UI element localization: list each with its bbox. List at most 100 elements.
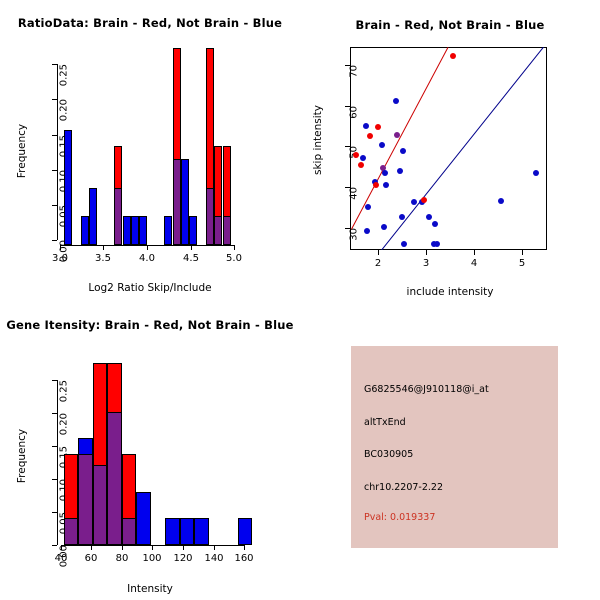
scatter-point (352, 151, 359, 158)
gene-hist-y-tick (52, 545, 57, 546)
ratio-hist-x-tick-label: 3.5 (95, 253, 111, 264)
histogram-bar (130, 216, 140, 245)
histogram-bar (165, 518, 180, 545)
info-probe-id: G6825546@J910118@i_at (364, 384, 489, 395)
scatter-y-tick (345, 187, 350, 188)
scatter-point (498, 197, 505, 204)
gene-hist-x-tick (214, 545, 215, 550)
histogram-bar (237, 518, 253, 545)
histogram-bar (179, 518, 195, 545)
histogram-bar (189, 216, 198, 245)
histogram-bar-overlap (78, 453, 93, 545)
panel-gene-intensity-histogram: Gene Itensity: Brain - Red, Not Brain - … (0, 300, 300, 600)
scatter-point (380, 164, 387, 171)
gene-hist-y-axis (57, 380, 58, 545)
scatter-point (421, 197, 428, 204)
ratio-hist-x-tick (191, 245, 192, 250)
scatter-point (382, 169, 389, 176)
scatter-x-tick-label: 4 (470, 258, 478, 269)
ratio-hist-y-tick (52, 205, 57, 206)
gene-hist-y-tick (52, 413, 57, 414)
scatter-point (433, 241, 440, 248)
histogram-bar-overlap (172, 158, 181, 245)
scatter-point (392, 98, 399, 105)
scatter-x-tick (378, 250, 379, 255)
scatter-data-layer (350, 47, 547, 250)
scatter-point (365, 203, 372, 210)
ratio-hist-y-tick (52, 64, 57, 65)
histogram-bar-overlap (63, 518, 79, 545)
ratio-hist-x-tick-label: 4.0 (139, 253, 155, 264)
scatter-point (450, 53, 457, 60)
panel-ratio-histogram: RatioData: Brain - Red, Not Brain - Blue… (0, 0, 300, 300)
scatter-point (358, 162, 365, 169)
histogram-bar (194, 518, 209, 545)
scatter-x-tick (474, 250, 475, 255)
scatter-point (379, 141, 386, 148)
scatter-point (380, 224, 387, 231)
ratio-hist-x-tick (103, 245, 104, 250)
scatter-title: Brain - Red, Not Brain - Blue (355, 18, 545, 32)
scatter-point (400, 240, 407, 247)
gene-hist-title: Gene Itensity: Brain - Red, Not Brain - … (6, 318, 294, 332)
gene-hist-y-tick (52, 446, 57, 447)
scatter-y-tick (345, 106, 350, 107)
gene-hist-x-tick (152, 545, 153, 550)
info-event-type: altTxEnd (364, 417, 406, 428)
scatter-point (359, 155, 366, 162)
histogram-bar (64, 129, 73, 245)
gene-hist-x-tick-label: 140 (204, 553, 224, 564)
scatter-point (383, 182, 390, 189)
ratio-hist-y-tick (52, 135, 57, 136)
gene-hist-x-tick (183, 545, 184, 550)
gene-hist-x-tick-label: 40 (54, 553, 68, 564)
gene-hist-x-tick (244, 545, 245, 550)
info-locus: chr10.2207-2.22 (364, 482, 444, 493)
gene-hist-y-tick (52, 479, 57, 480)
histogram-bar (180, 158, 190, 245)
scatter-y-axis-label: skip intensity (312, 105, 324, 175)
histogram-bar-overlap (205, 187, 215, 245)
scatter-y-tick (345, 146, 350, 147)
scatter-point (532, 170, 539, 177)
ratio-hist-bars (0, 0, 300, 300)
histogram-bar-overlap (92, 465, 108, 545)
scatter-point (432, 221, 439, 228)
scatter-point (363, 227, 370, 234)
gene-hist-x-tick (91, 545, 92, 550)
gene-hist-x-tick-label: 160 (234, 553, 254, 564)
scatter-y-tick (345, 65, 350, 66)
histogram-bar-overlap (222, 216, 231, 245)
gene-hist-x-tick-label: 100 (142, 553, 162, 564)
scatter-point (398, 213, 405, 220)
scatter-point (426, 214, 433, 221)
scatter-point (400, 147, 407, 154)
regression-line (381, 47, 544, 250)
histogram-bar-overlap (107, 412, 122, 545)
gene-hist-y-tick (52, 512, 57, 513)
scatter-x-tick (426, 250, 427, 255)
info-accession: BC030905 (364, 449, 414, 460)
ratio-hist-x-tick-label: 4.5 (183, 253, 199, 264)
scatter-x-axis-label: include intensity (406, 286, 494, 298)
scatter-x-tick (522, 250, 523, 255)
scatter-point (397, 168, 404, 175)
histogram-bar (136, 492, 151, 545)
panel-intensity-scatter: Brain - Red, Not Brain - Blue 30 40 50 6… (300, 0, 600, 300)
histogram-bar (139, 216, 148, 245)
gene-hist-x-axis-label: Intensity (127, 583, 173, 595)
scatter-point (373, 182, 380, 189)
ratio-hist-x-tick (60, 245, 61, 250)
histogram-bar-overlap (214, 216, 223, 245)
ratio-hist-x-tick (147, 245, 148, 250)
gene-hist-x-tick-label: 60 (84, 553, 98, 564)
ratio-hist-x-tick-label: 5.0 (226, 253, 242, 264)
scatter-x-tick-label: 2 (374, 258, 382, 269)
scatter-x-tick-label: 3 (422, 258, 430, 269)
scatter-point (375, 123, 382, 130)
gene-hist-x-axis (61, 545, 245, 546)
scatter-point (366, 132, 373, 139)
scatter-point (393, 132, 400, 139)
scatter-y-tick (345, 228, 350, 229)
ratio-hist-y-tick (52, 99, 57, 100)
